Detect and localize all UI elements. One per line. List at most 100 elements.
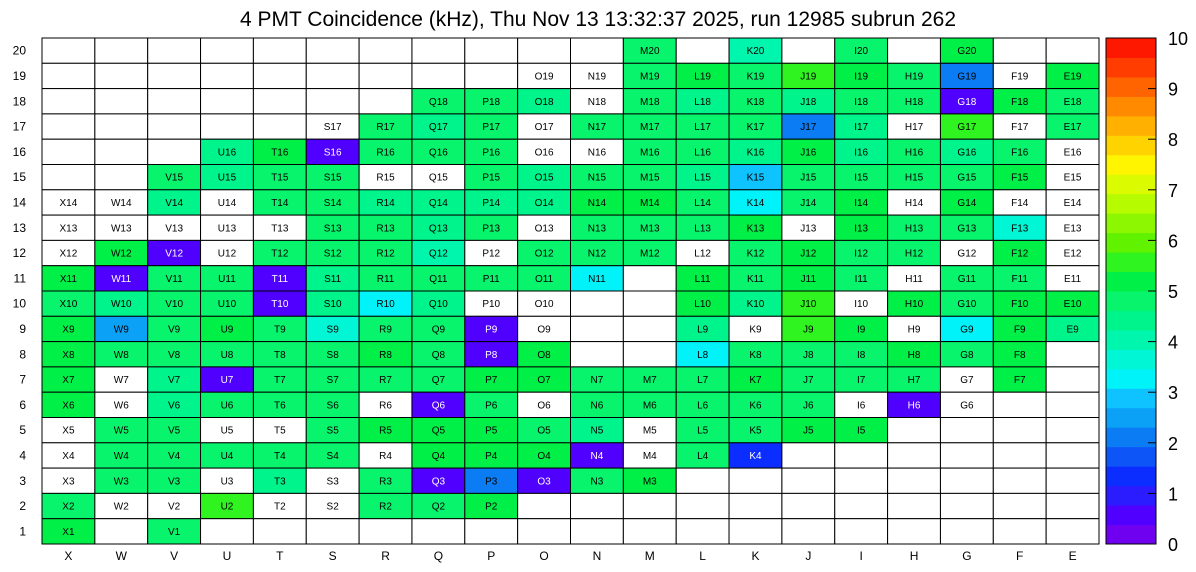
row-label-4: 4 [19, 448, 26, 462]
cell-K12 [728, 239, 783, 267]
empty-cell-R1 [358, 518, 413, 545]
cell-label-I11: I11 [855, 274, 869, 285]
cell-label-E9: E9 [1066, 324, 1079, 335]
cell-L19 [675, 62, 730, 90]
cell-label-V13: V13 [165, 223, 183, 234]
cell-M7 [622, 366, 677, 393]
cell-R3 [358, 467, 413, 494]
cell-label-P17: P17 [482, 122, 500, 133]
empty-cell-O20 [517, 37, 572, 64]
empty-cell-F6 [992, 391, 1047, 419]
cell-F17 [992, 113, 1047, 140]
cell-label-T14: T14 [271, 198, 289, 209]
cell-label-M17: M17 [640, 122, 660, 133]
cell-label-U11: U11 [218, 274, 236, 285]
cell-V1 [147, 518, 202, 545]
cell-label-T7: T7 [274, 375, 286, 386]
cell-label-R5: R5 [379, 426, 392, 437]
cell-label-X14: X14 [60, 198, 78, 209]
cell-label-F18: F18 [1011, 97, 1029, 108]
cell-label-Q9: Q9 [432, 324, 446, 335]
cell-label-E11: E11 [1064, 274, 1081, 285]
cell-label-L15: L15 [694, 173, 711, 184]
cell-J15 [781, 164, 836, 191]
color-scale-label-2: 2 [1168, 434, 1178, 454]
color-scale-segment-8 [1106, 368, 1156, 389]
cell-P12 [464, 239, 519, 267]
cell-label-M18: M18 [640, 97, 660, 108]
cell-label-R10: R10 [376, 299, 395, 310]
empty-cell-S1 [305, 518, 360, 545]
cell-P16 [464, 138, 519, 165]
color-scale-segment-18 [1106, 174, 1156, 195]
cell-label-I8: I8 [857, 350, 866, 361]
color-scale-segment-4 [1106, 446, 1156, 467]
empty-cell-E3 [1045, 467, 1100, 494]
cell-O15 [517, 164, 572, 191]
cell-label-H11: H11 [905, 274, 923, 285]
cell-label-S7: S7 [327, 375, 340, 386]
cell-label-R17: R17 [376, 122, 395, 133]
cell-L10 [675, 290, 730, 317]
empty-cell-E20 [1045, 37, 1100, 64]
empty-cell-W20 [94, 37, 149, 64]
cell-label-P13: P13 [482, 223, 500, 234]
empty-cell-U19 [200, 62, 254, 90]
cell-label-L10: L10 [694, 299, 711, 310]
row-label-1: 1 [19, 524, 26, 538]
cell-label-R2: R2 [379, 502, 392, 513]
cell-R14 [358, 189, 413, 216]
cell-label-I18: I18 [854, 97, 868, 108]
cell-T12 [252, 239, 307, 267]
cell-F7 [992, 366, 1047, 393]
cell-I8 [834, 341, 889, 368]
cell-label-L12: L12 [694, 249, 711, 260]
cell-U9 [200, 315, 254, 343]
cell-label-P15: P15 [482, 173, 500, 184]
cell-label-J12: J12 [800, 249, 817, 260]
cell-label-I12: I12 [854, 249, 868, 260]
cell-R7 [358, 366, 413, 393]
cell-label-M13: M13 [640, 223, 660, 234]
empty-cell-H2 [887, 492, 941, 520]
cell-Q12 [411, 239, 466, 267]
column-label-M: M [645, 549, 655, 563]
cell-label-N13: N13 [588, 223, 607, 234]
cell-S8 [305, 341, 360, 368]
color-scale-segment-17 [1106, 193, 1156, 214]
cell-label-K18: K18 [747, 97, 765, 108]
color-scale-segment-10 [1106, 329, 1156, 350]
color-scale [1105, 37, 1157, 545]
color-scale-segment-5 [1106, 427, 1156, 448]
cell-T11 [252, 265, 307, 292]
cell-U7 [200, 366, 254, 393]
empty-cell-L1 [675, 518, 730, 545]
cell-label-S3: S3 [327, 476, 340, 487]
cell-label-E18: E18 [1064, 97, 1082, 108]
cell-label-S16: S16 [324, 147, 342, 158]
cell-label-W7: W7 [114, 375, 129, 386]
cell-label-I14: I14 [854, 198, 868, 209]
cell-label-L8: L8 [697, 350, 709, 361]
color-scale-label-3: 3 [1168, 383, 1178, 403]
column-label-V: V [170, 549, 178, 563]
color-scale-segment-11 [1106, 310, 1156, 331]
cell-label-O4: O4 [537, 451, 551, 462]
empty-cell-G1 [939, 518, 994, 545]
empty-cell-W1 [94, 518, 149, 545]
empty-cell-M1 [622, 518, 677, 545]
row-label-12: 12 [13, 246, 27, 260]
color-scale-label-4: 4 [1168, 333, 1178, 353]
cell-J18 [781, 88, 836, 115]
cell-label-N17: N17 [588, 122, 607, 133]
cell-W5 [94, 417, 149, 444]
cell-label-T4: T4 [274, 451, 286, 462]
color-scale-segment-22 [1106, 96, 1156, 117]
cell-label-O18: O18 [535, 97, 554, 108]
cell-label-N12: N12 [588, 249, 607, 260]
color-scale-tick-labels: 0 1 2 3 4 5 6 7 8 9 10 [1148, 29, 1188, 555]
cell-N3 [570, 467, 624, 494]
cell-label-W9: W9 [114, 324, 129, 335]
cell-label-R15: R15 [376, 173, 395, 184]
empty-cell-K3 [728, 467, 783, 494]
